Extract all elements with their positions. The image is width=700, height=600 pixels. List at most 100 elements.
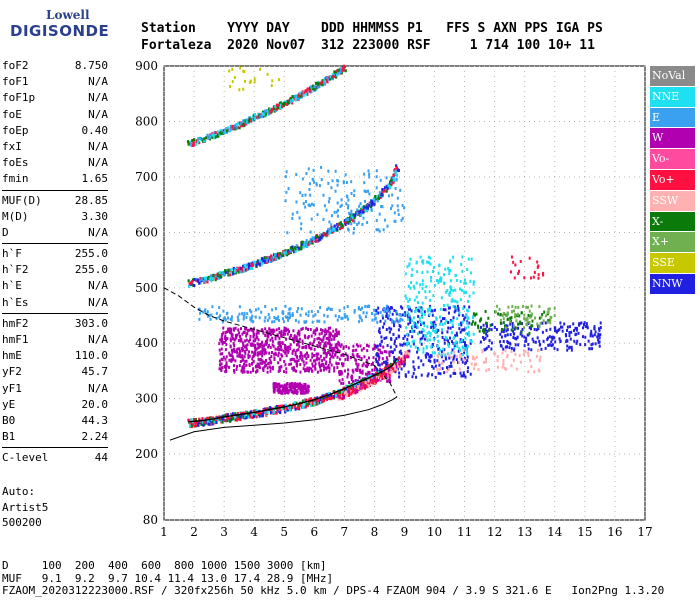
trace-point (267, 259, 271, 263)
echo-point (449, 374, 452, 378)
trace-point (279, 407, 282, 411)
trace-point (270, 258, 273, 262)
echo-point (333, 210, 336, 214)
trace-point (221, 420, 224, 424)
echo-point (454, 371, 457, 375)
trace-point (395, 166, 399, 170)
trace-point (203, 279, 207, 283)
trace-point (226, 129, 229, 133)
echo-point (494, 352, 497, 356)
trace-point (341, 391, 344, 395)
echo-point (311, 355, 314, 359)
echo-point (519, 360, 522, 364)
echo-point (506, 328, 509, 332)
echo-point (519, 320, 522, 324)
echo-point (461, 328, 464, 332)
echo-point (531, 324, 534, 328)
trace-point (209, 276, 212, 280)
echo-point (574, 326, 577, 330)
echo-point (399, 343, 402, 347)
echo-point (510, 316, 513, 320)
artist-version: Artist5 (2, 500, 49, 514)
echo-point (466, 352, 469, 356)
echo-point (226, 316, 229, 320)
trace-point (368, 203, 371, 207)
echo-point (351, 380, 354, 384)
echo-point (568, 334, 571, 338)
echo-point (542, 273, 545, 277)
echo-point (327, 341, 330, 345)
echo-point (311, 362, 314, 366)
echo-point (235, 350, 238, 354)
echo-point (395, 317, 398, 321)
echo-point (274, 307, 277, 311)
echo-point (465, 347, 468, 351)
trace-point (212, 273, 215, 277)
echo-cluster (284, 165, 406, 235)
echo-point (538, 369, 541, 373)
echo-point (275, 328, 278, 332)
echo-point (426, 309, 429, 313)
trace-point (286, 99, 289, 103)
echo-point (437, 355, 440, 359)
echo-point (344, 357, 347, 361)
trace-point (392, 359, 396, 363)
echo-point (462, 374, 465, 378)
echo-point (426, 270, 429, 274)
echo-point (249, 79, 252, 83)
echo-point (447, 339, 450, 343)
echo-point (330, 343, 333, 347)
echo-point (443, 338, 446, 342)
echo-point (270, 361, 273, 365)
echo-point (351, 353, 354, 357)
echo-point (386, 316, 389, 320)
trace-point (324, 232, 328, 236)
echo-point (299, 313, 302, 317)
echo-point (433, 308, 436, 312)
trace-point (194, 424, 198, 428)
echo-point (288, 336, 291, 340)
echo-point (302, 360, 305, 364)
echo-point (280, 348, 283, 352)
echo-point (568, 346, 571, 350)
echo-point (286, 332, 289, 336)
echo-point (543, 310, 546, 314)
echo-point (316, 328, 319, 332)
echo-point (446, 289, 449, 293)
echo-point (535, 354, 538, 358)
echo-point (399, 188, 402, 192)
echo-point (246, 312, 249, 316)
echo-point (255, 370, 258, 374)
echo-point (394, 187, 397, 191)
echo-point (336, 214, 339, 218)
echo-point (328, 200, 331, 204)
trace-point (284, 100, 288, 104)
echo-point (323, 365, 326, 369)
echo-point (322, 193, 325, 197)
echo-point (515, 337, 518, 341)
echo-point (333, 348, 336, 352)
echo-point (502, 317, 505, 321)
echo-point (358, 314, 361, 318)
echo-point (526, 305, 529, 309)
echo-point (289, 314, 292, 318)
echo-point (254, 315, 257, 319)
trace-point (298, 94, 301, 98)
echo-point (479, 325, 482, 329)
echo-point (326, 308, 329, 312)
echo-point (259, 361, 262, 365)
echo-point (306, 368, 309, 372)
trace-point (360, 382, 363, 386)
echo-point (561, 325, 564, 329)
echo-point (298, 333, 301, 337)
echo-point (375, 175, 378, 179)
trace-point (380, 373, 384, 377)
echo-point (258, 343, 261, 347)
param-label: M(D) (2, 209, 29, 223)
trace-point (302, 405, 305, 409)
echo-point (317, 352, 320, 356)
echo-point (269, 333, 272, 337)
echo-point (241, 354, 244, 358)
echo-point (517, 343, 520, 347)
echo-point (318, 365, 321, 369)
